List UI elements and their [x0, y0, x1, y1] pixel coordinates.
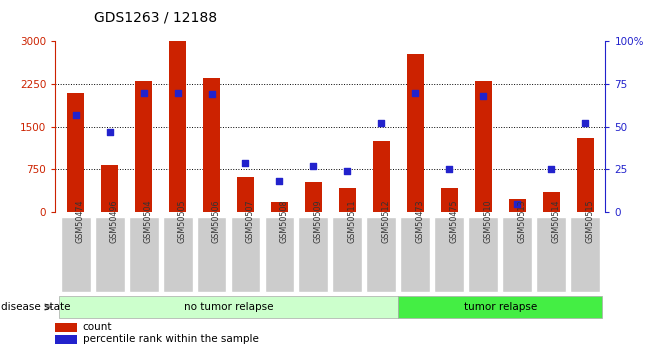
Bar	[373, 141, 390, 212]
Text: GSM50512: GSM50512	[381, 199, 391, 243]
Bar	[398, 296, 602, 318]
Point	[546, 167, 557, 172]
Point	[580, 121, 590, 126]
Point	[478, 93, 488, 99]
Bar	[339, 188, 356, 212]
Bar	[468, 217, 498, 292]
Text: GSM50507: GSM50507	[245, 199, 255, 243]
Point	[410, 90, 421, 95]
Bar	[169, 41, 186, 212]
Bar	[101, 166, 118, 212]
Bar	[475, 81, 492, 212]
Bar	[197, 217, 227, 292]
Bar	[163, 217, 193, 292]
Text: disease state: disease state	[1, 302, 70, 312]
Text: percentile rank within the sample: percentile rank within the sample	[83, 334, 258, 344]
Bar	[129, 217, 159, 292]
Bar	[264, 217, 294, 292]
Point	[240, 160, 251, 165]
Bar	[333, 217, 363, 292]
Point	[376, 121, 387, 126]
Bar	[536, 217, 566, 292]
Bar	[135, 81, 152, 212]
Text: GSM50474: GSM50474	[76, 199, 85, 243]
Bar	[502, 217, 532, 292]
Text: GSM50515: GSM50515	[585, 199, 594, 243]
Text: count: count	[83, 322, 113, 332]
Bar	[237, 177, 254, 212]
Text: GSM50496: GSM50496	[109, 199, 118, 243]
Bar	[400, 217, 430, 292]
Bar	[434, 217, 464, 292]
Text: GSM50509: GSM50509	[313, 199, 322, 243]
Text: tumor relapse: tumor relapse	[464, 302, 537, 312]
Text: GSM50511: GSM50511	[348, 199, 356, 243]
Point	[104, 129, 115, 135]
Text: GSM50510: GSM50510	[483, 199, 492, 243]
Bar	[508, 199, 525, 212]
Bar	[543, 192, 560, 212]
Point	[308, 163, 318, 169]
Text: GDS1263 / 12188: GDS1263 / 12188	[94, 10, 217, 24]
Bar	[55, 335, 77, 344]
Text: GSM50505: GSM50505	[178, 199, 187, 243]
Bar	[59, 296, 398, 318]
Text: GSM50504: GSM50504	[144, 199, 152, 243]
Bar	[67, 92, 84, 212]
Text: GSM50506: GSM50506	[212, 199, 221, 243]
Bar	[95, 217, 124, 292]
Bar	[407, 54, 424, 212]
Text: no tumor relapse: no tumor relapse	[184, 302, 273, 312]
Bar	[305, 182, 322, 212]
Bar	[230, 217, 260, 292]
Text: GSM50508: GSM50508	[279, 199, 288, 243]
Bar	[55, 323, 77, 332]
Bar	[61, 217, 90, 292]
Text: GSM50513: GSM50513	[517, 199, 526, 243]
Bar	[367, 217, 396, 292]
Point	[173, 90, 183, 95]
Point	[444, 167, 454, 172]
Bar	[298, 217, 328, 292]
Bar	[271, 203, 288, 212]
Bar	[441, 188, 458, 212]
Point	[342, 168, 353, 174]
Text: GSM50514: GSM50514	[551, 199, 560, 243]
Bar	[577, 138, 594, 212]
Bar	[570, 217, 600, 292]
Point	[274, 179, 284, 184]
Point	[70, 112, 81, 118]
Point	[139, 90, 149, 95]
Text: GSM50473: GSM50473	[415, 199, 424, 243]
Bar	[203, 78, 220, 212]
Point	[206, 91, 217, 97]
Point	[512, 201, 522, 206]
Text: GSM50475: GSM50475	[449, 199, 458, 243]
